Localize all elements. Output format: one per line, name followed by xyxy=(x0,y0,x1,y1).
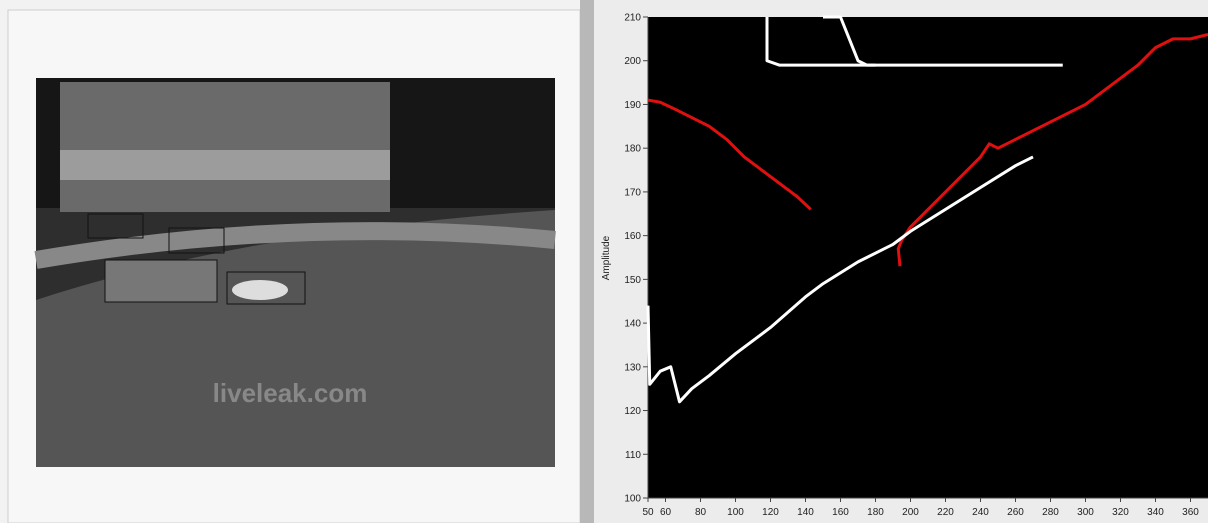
x-tick-label: 200 xyxy=(902,507,919,518)
line-series xyxy=(896,33,1208,267)
x-tick-label: 140 xyxy=(797,507,814,518)
x-tick-label: 220 xyxy=(937,507,954,518)
x-tick-label: 180 xyxy=(867,507,884,518)
x-tick-label: 260 xyxy=(1007,507,1024,518)
x-tick-label: 160 xyxy=(832,507,849,518)
video-frame: liveleak.com xyxy=(34,78,556,467)
watermark: liveleak.com xyxy=(213,378,368,408)
detection-box xyxy=(168,227,225,254)
y-tick-label: 160 xyxy=(624,231,641,242)
plot-area xyxy=(648,17,1208,498)
line-series xyxy=(823,15,876,67)
line-series xyxy=(647,98,812,211)
x-tick-label: 80 xyxy=(695,507,707,518)
x-tick-label: 50 xyxy=(642,507,654,518)
x-tick-label: 360 xyxy=(1182,507,1199,518)
y-tick-label: 100 xyxy=(624,494,641,505)
y-axis-label: Amplitude xyxy=(601,235,612,280)
x-tick-label: 320 xyxy=(1112,507,1129,518)
y-tick-label: 200 xyxy=(624,56,641,67)
detection-box xyxy=(226,271,306,305)
detection-box xyxy=(104,259,218,303)
street xyxy=(34,222,556,269)
y-tick-label: 140 xyxy=(624,319,641,330)
building-lights xyxy=(60,150,390,180)
detection-box xyxy=(87,213,144,239)
x-tick-label: 340 xyxy=(1147,507,1164,518)
y-tick-label: 210 xyxy=(624,13,641,24)
x-tick-label: 120 xyxy=(762,507,779,518)
x-tick-label: 280 xyxy=(1042,507,1059,518)
x-tick-label: 300 xyxy=(1077,507,1094,518)
x-tick-label: 240 xyxy=(972,507,989,518)
x-tick-label: 100 xyxy=(727,507,744,518)
splitter[interactable] xyxy=(580,0,594,523)
car xyxy=(232,280,288,300)
y-tick-label: 190 xyxy=(624,100,641,111)
line-series xyxy=(646,155,1034,404)
line-series xyxy=(765,17,1063,67)
y-tick-label: 150 xyxy=(624,275,641,286)
y-tick-label: 170 xyxy=(624,187,641,198)
y-tick-label: 110 xyxy=(625,450,641,461)
y-tick-label: 180 xyxy=(624,144,641,155)
y-tick-label: 130 xyxy=(624,362,641,373)
x-tick-label: 60 xyxy=(660,507,672,518)
y-tick-label: 120 xyxy=(624,406,641,417)
building xyxy=(60,82,390,212)
